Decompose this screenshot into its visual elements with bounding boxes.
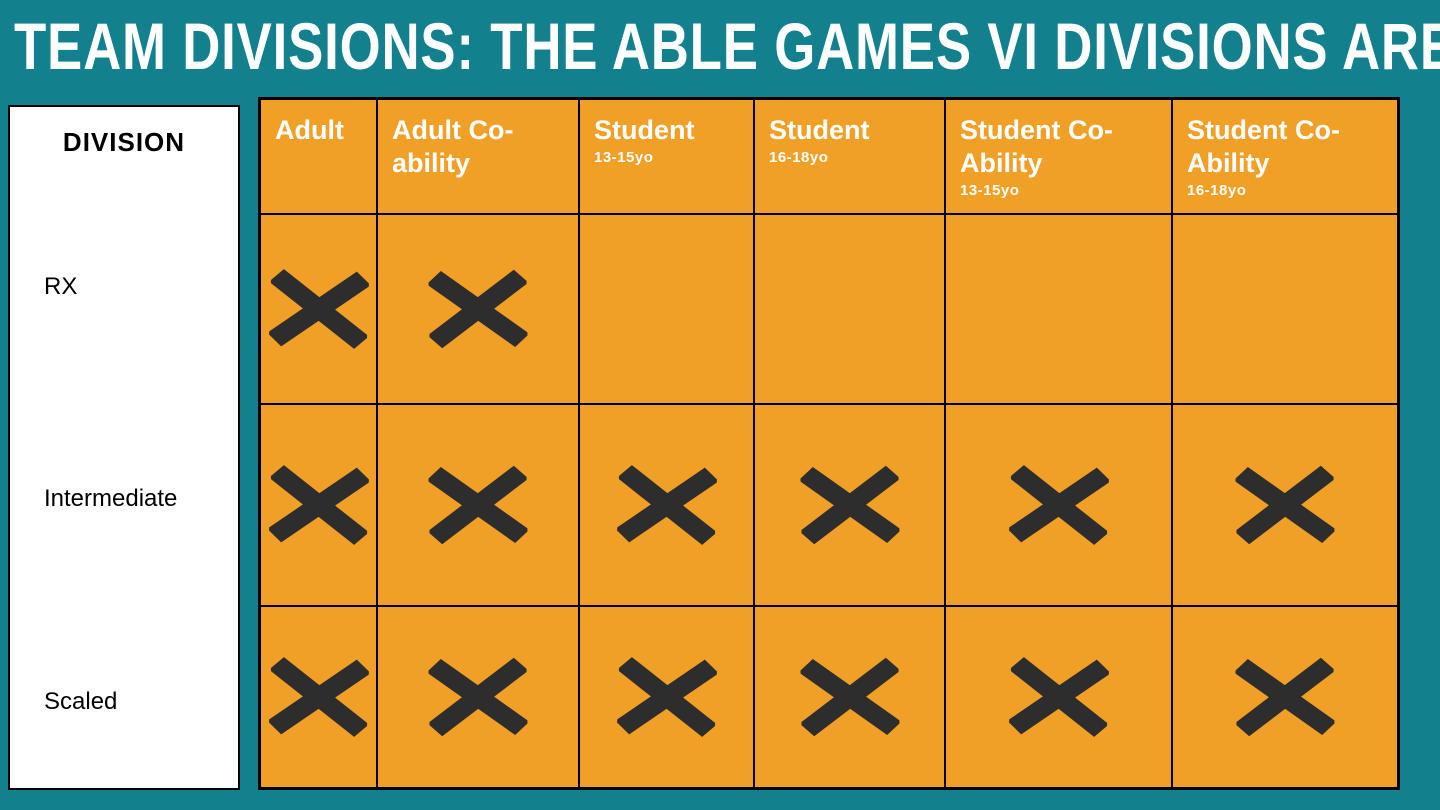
x-mark-icon (799, 657, 900, 737)
column-header-adult: Adult (260, 99, 377, 214)
x-mark-icon (428, 657, 528, 737)
column-header-student-coability-13-15: Student Co-Ability 13-15yo (945, 99, 1172, 214)
column-header-adult-coability: Adult Co-ability (377, 99, 579, 214)
table-cell-scaled-student-coability-13-15 (945, 606, 1172, 788)
divisions-table: Adult Adult Co-ability Student 13-15yo S… (258, 97, 1400, 790)
title-prefix: TEAM DIVISIONS: (14, 9, 475, 83)
table-cell-int-student-16-18 (754, 404, 945, 606)
column-header-label: Student (594, 115, 695, 145)
x-mark-icon (268, 269, 369, 349)
x-mark-icon (268, 465, 369, 545)
table-cell-scaled-student-coability-16-18 (1172, 606, 1398, 788)
table-cell-rx-student-13-15 (579, 214, 754, 404)
x-mark-icon (1008, 657, 1109, 737)
table-cell-int-adult (260, 404, 377, 606)
table-cell-scaled-student-13-15 (579, 606, 754, 788)
table-cell-scaled-student-16-18 (754, 606, 945, 788)
column-header-sub: 13-15yo (594, 148, 654, 166)
row-label-rx: RX (44, 273, 78, 300)
division-panel-header: DIVISION (62, 127, 186, 157)
column-header-sub: 13-15yo (960, 181, 1020, 199)
table-cell-rx-student-coability-13-15 (945, 214, 1172, 404)
column-header-label: Adult (275, 115, 344, 145)
table-cell-rx-adult-coability (377, 214, 579, 404)
x-mark-icon (1235, 465, 1335, 545)
division-panel: DIVISION RX Intermediate Scaled (8, 105, 240, 790)
table-cell-int-student-coability-16-18 (1172, 404, 1398, 606)
column-header-label: Student (769, 115, 870, 145)
table-cell-rx-adult (260, 214, 377, 404)
x-mark-icon (799, 465, 900, 545)
title-rest: THE ABLE GAMES VI DIVISIONS ARE (474, 9, 1440, 83)
table-cell-rx-student-coability-16-18 (1172, 214, 1398, 404)
table-cell-scaled-adult (260, 606, 377, 788)
column-header-student-13-15: Student 13-15yo (579, 99, 754, 214)
x-mark-icon (616, 657, 717, 737)
row-label-scaled: Scaled (44, 688, 118, 715)
column-header-student-coability-16-18: Student Co-Ability 16-18yo (1172, 99, 1398, 214)
table-cell-int-adult-coability (377, 404, 579, 606)
x-mark-icon (428, 269, 528, 349)
row-label-intermediate: Intermediate (44, 485, 178, 512)
table-cell-rx-student-16-18 (754, 214, 945, 404)
x-mark-icon (616, 465, 717, 545)
column-header-student-16-18: Student 16-18yo (754, 99, 945, 214)
x-mark-icon (1008, 465, 1109, 545)
x-mark-icon (268, 657, 369, 737)
page-title: TEAM DIVISIONS: THE ABLE GAMES VI DIVISI… (14, 10, 1440, 83)
table-cell-scaled-adult-coability (377, 606, 579, 788)
x-mark-icon (1235, 657, 1335, 737)
x-mark-icon (428, 465, 528, 545)
column-header-sub: 16-18yo (769, 148, 829, 166)
table-cell-int-student-coability-13-15 (945, 404, 1172, 606)
column-header-label: Student Co-Ability (1187, 115, 1340, 178)
column-header-sub: 16-18yo (1187, 181, 1247, 199)
column-header-label: Adult Co-ability (392, 115, 514, 178)
table-cell-int-student-13-15 (579, 404, 754, 606)
column-header-label: Student Co-Ability (960, 115, 1113, 178)
